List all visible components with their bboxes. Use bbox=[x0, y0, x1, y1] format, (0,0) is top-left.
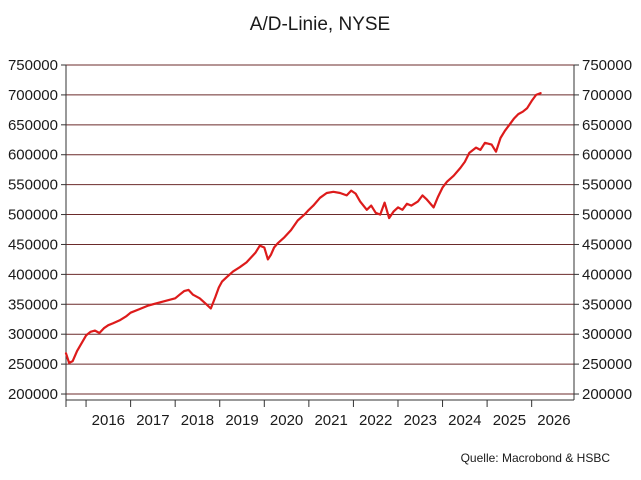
y-axis-left-labels: 200000 250000 300000 350000 400000 450000 5000… bbox=[8, 57, 58, 403]
x-tick-label: 2024 bbox=[448, 412, 481, 429]
y-tick-label-right: 300000 bbox=[582, 326, 632, 343]
y-tick-label-left: 200000 bbox=[8, 386, 58, 403]
y-tick-label-left: 600000 bbox=[8, 147, 58, 164]
x-tick-label: 2023 bbox=[404, 412, 437, 429]
x-tick-label: 2022 bbox=[359, 412, 392, 429]
grid-lines bbox=[66, 64, 574, 395]
ad-line-series bbox=[64, 92, 542, 364]
y-tick-label-right: 200000 bbox=[582, 386, 632, 403]
y-tick-label-right: 750000 bbox=[582, 57, 632, 74]
y-tick-label-left: 350000 bbox=[8, 296, 58, 313]
y-tick-label-left: 450000 bbox=[8, 236, 58, 253]
y-tick-label-right: 650000 bbox=[582, 117, 632, 134]
y-tick-label-left: 250000 bbox=[8, 356, 58, 373]
y-tick-label-right: 500000 bbox=[582, 207, 632, 224]
y-tick-label-left: 300000 bbox=[8, 326, 58, 343]
y-tick-label-right: 700000 bbox=[582, 87, 632, 104]
y-axis-right-labels: 200000 250000 300000 350000 400000 450000 5000… bbox=[582, 57, 632, 403]
source-note: Quelle: Macrobond & HSBC bbox=[461, 451, 611, 465]
y-tick-label-right: 250000 bbox=[582, 356, 632, 373]
x-tick-label: 2018 bbox=[181, 412, 214, 429]
y-tick-label-right: 600000 bbox=[582, 147, 632, 164]
y-tick-label-right: 350000 bbox=[582, 296, 632, 313]
x-axis-labels: 2016 2017 2018 2019 2020 2021 2022 2023 2024 2025… bbox=[92, 412, 571, 429]
y-tick-label-right: 450000 bbox=[582, 236, 632, 253]
chart-title: A/D-Linie, NYSE bbox=[250, 14, 390, 35]
x-tick-label: 2020 bbox=[270, 412, 303, 429]
x-tick-label: 2025 bbox=[493, 412, 526, 429]
y-tick-label-left: 550000 bbox=[8, 177, 58, 194]
y-tick-label-left: 400000 bbox=[8, 266, 58, 283]
y-tick-label-right: 400000 bbox=[582, 266, 632, 283]
axes bbox=[61, 64, 579, 407]
y-tick-label-right: 550000 bbox=[582, 177, 632, 194]
y-tick-label-left: 650000 bbox=[8, 117, 58, 134]
y-tick-label-left: 500000 bbox=[8, 207, 58, 224]
y-tick-label-left: 700000 bbox=[8, 87, 58, 104]
x-tick-label: 2017 bbox=[136, 412, 169, 429]
y-tick-label-left: 750000 bbox=[8, 57, 58, 74]
x-tick-label: 2021 bbox=[314, 412, 347, 429]
x-tick-label: 2019 bbox=[225, 412, 258, 429]
x-tick-label: 2026 bbox=[537, 412, 570, 429]
x-tick-label: 2016 bbox=[92, 412, 125, 429]
